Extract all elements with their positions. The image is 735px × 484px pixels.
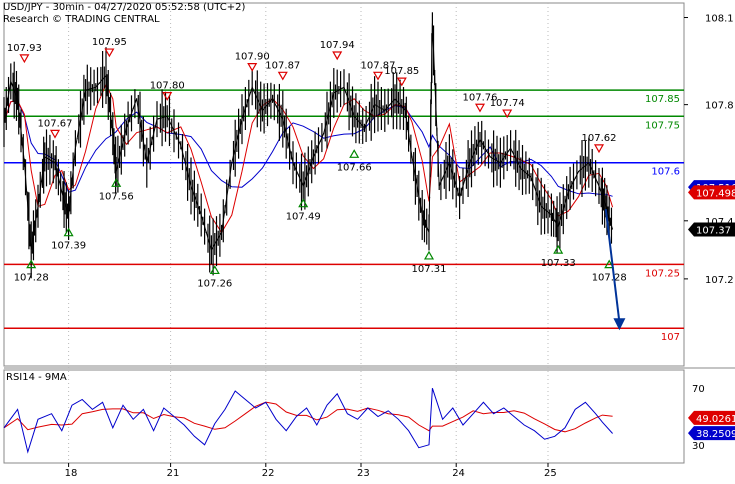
x-tick-label: 18	[65, 468, 78, 479]
forecast-arrow-head	[613, 318, 626, 331]
level-label: 107	[661, 332, 680, 343]
swing-high-label: 107.74	[490, 98, 525, 109]
price-line	[3, 23, 614, 252]
price-tag-label: 107.498	[696, 188, 735, 199]
x-tick-label: 21	[167, 468, 180, 479]
swing-low-marker	[209, 265, 220, 275]
swing-high-marker	[104, 48, 115, 58]
swing-low-label: 107.39	[51, 241, 86, 252]
swing-high-label: 107.76	[463, 92, 498, 103]
rsi-value-label: 49.0261	[696, 414, 735, 425]
swing-high-marker	[19, 54, 30, 64]
swing-high-marker	[502, 109, 513, 119]
swing-high-label: 107.87	[361, 60, 396, 71]
swing-high-label: 107.62	[582, 133, 617, 144]
swing-low-marker	[63, 227, 74, 237]
x-tick-label: 23	[357, 468, 370, 479]
y-tick-label: 107.4	[705, 217, 734, 228]
swing-high-label: 107.85	[384, 66, 419, 77]
swing-high-marker	[49, 129, 61, 139]
swing-low-label: 107.33	[541, 258, 576, 269]
swing-low-marker	[553, 244, 564, 254]
swing-high-label: 107.90	[235, 52, 270, 63]
swing-high-label: 107.67	[38, 118, 73, 129]
swing-low-marker	[111, 178, 122, 187]
swing-high-label: 107.94	[320, 40, 355, 51]
swing-high-label: 107.93	[7, 43, 42, 54]
swing-low-label: 107.66	[337, 162, 372, 173]
swing-low-marker	[26, 259, 37, 269]
swing-low-label: 107.28	[592, 273, 627, 284]
y-tick-label: 108.1	[705, 14, 734, 25]
swing-low-label: 107.26	[197, 278, 232, 289]
price-tag	[688, 222, 735, 237]
rsi-value-tag	[688, 410, 735, 425]
swing-high-label: 107.87	[265, 60, 300, 71]
y-tick-label: 107.2	[705, 275, 734, 286]
swing-low-marker	[604, 259, 615, 269]
rsi-tick-label: 30	[692, 441, 705, 452]
swing-high-marker	[396, 77, 407, 87]
swing-high-marker	[162, 92, 173, 101]
swing-low-label: 107.49	[286, 212, 321, 223]
swing-low-marker	[298, 198, 309, 208]
swing-high-marker	[247, 63, 258, 72]
swing-high-marker	[593, 144, 605, 154]
main-panel-frame	[3, 2, 685, 367]
rsi-value-tag	[688, 426, 735, 441]
swing-high-marker	[372, 71, 384, 81]
chart-subtitle: Research © TRADING CENTRAL	[3, 14, 160, 25]
swing-low-label: 107.56	[99, 191, 134, 202]
swing-low-label: 107.31	[412, 264, 447, 275]
swing-low-label: 107.28	[14, 273, 49, 284]
x-tick-label: 25	[544, 468, 557, 479]
y-tick-label: 107.8	[705, 101, 734, 112]
swing-high-label: 107.80	[150, 81, 185, 92]
level-label: 107.75	[645, 120, 680, 131]
forecast-arrow-line	[604, 209, 621, 323]
level-label: 107.6	[651, 167, 680, 178]
x-tick-label: 24	[452, 468, 465, 479]
swing-low-marker	[423, 250, 435, 260]
chart-title: USD/JPY - 30min - 04/27/2020 05:52:58 (U…	[3, 2, 246, 13]
rsi-tick-label: 70	[692, 384, 705, 395]
rsi-line	[3, 388, 613, 454]
swing-high-marker	[332, 51, 343, 61]
swing-high-marker	[474, 103, 486, 113]
rsi-value-label: 38.2509	[696, 429, 735, 440]
rsi-ma-line	[3, 401, 613, 433]
swing-high-label: 107.95	[92, 37, 127, 48]
level-label: 107.25	[645, 268, 680, 279]
rsi-panel-frame	[3, 369, 685, 464]
swing-high-marker	[277, 71, 288, 81]
price-tag-label: 107.37	[696, 226, 731, 237]
level-label: 107.85	[645, 94, 680, 105]
swing-low-marker	[349, 149, 360, 158]
price-tag	[688, 185, 735, 200]
x-tick-label: 22	[262, 468, 275, 479]
rsi-label: RSI14 - 9MA	[6, 372, 67, 383]
